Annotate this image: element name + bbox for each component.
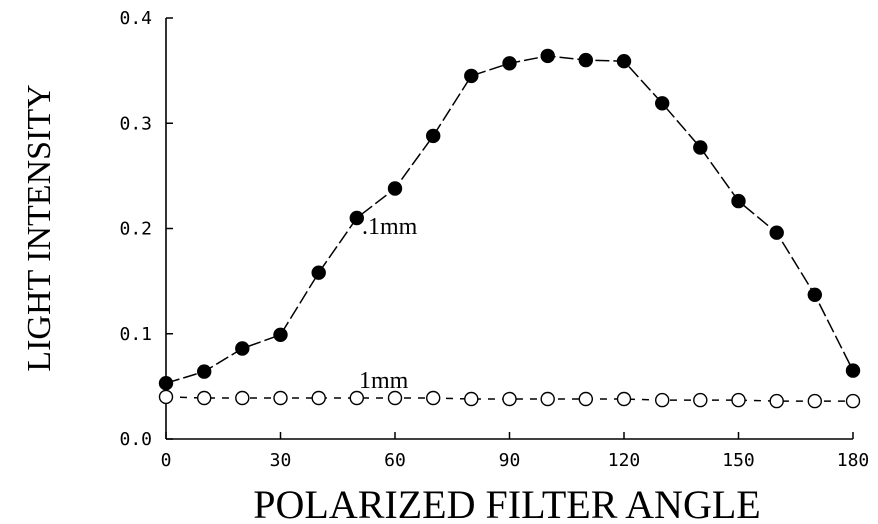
data-point xyxy=(502,56,517,71)
data-point xyxy=(693,140,708,155)
data-point xyxy=(807,287,822,302)
data-point xyxy=(769,225,784,240)
data-point xyxy=(540,48,555,64)
y-tick-label: 0.3 xyxy=(119,113,152,134)
data-point xyxy=(731,392,746,408)
data-point xyxy=(158,389,174,405)
data-point xyxy=(311,390,326,406)
x-tick-label: 60 xyxy=(384,450,406,471)
data-point xyxy=(311,265,326,280)
series-label-point1mm: .1mm xyxy=(362,214,418,240)
data-point xyxy=(273,327,288,342)
x-axis-title: POLARIZED FILTER ANGLE xyxy=(253,482,760,524)
data-point xyxy=(158,376,174,391)
series-line xyxy=(165,55,854,384)
data-point xyxy=(464,68,479,84)
data-point xyxy=(616,54,632,69)
data-point xyxy=(349,390,364,406)
x-tick-label: 0 xyxy=(161,450,172,471)
data-point xyxy=(464,391,479,407)
y-tick-label: 0.2 xyxy=(119,219,152,240)
series-1 xyxy=(158,389,861,409)
data-point xyxy=(349,210,364,226)
data-point xyxy=(769,393,784,409)
series-layer xyxy=(158,48,861,409)
x-tick-label: 120 xyxy=(608,450,641,471)
y-tick-label: 0.0 xyxy=(119,429,152,450)
data-point xyxy=(426,128,441,144)
data-point xyxy=(196,364,212,379)
data-point xyxy=(807,393,822,409)
data-point xyxy=(845,393,861,409)
y-axis-title: LIGHT INTENSITY xyxy=(21,84,58,371)
y-axis-ticks: 0.0 0.1 0.2 0.3 0.4 xyxy=(119,8,173,450)
data-point xyxy=(273,390,288,406)
data-point xyxy=(235,341,250,356)
data-point xyxy=(540,391,555,407)
data-point xyxy=(693,392,708,408)
series-0 xyxy=(158,48,861,391)
data-point xyxy=(655,392,670,408)
x-tick-label: 150 xyxy=(722,450,755,471)
axes xyxy=(165,18,853,440)
data-point xyxy=(845,363,861,378)
x-tick-label: 30 xyxy=(270,450,292,471)
x-tick-label: 90 xyxy=(499,450,521,471)
data-point xyxy=(578,52,593,68)
data-point xyxy=(426,390,441,406)
data-point xyxy=(502,391,517,407)
y-tick-label: 0.1 xyxy=(119,324,152,345)
x-axis-ticks: 0 30 60 90 120 150 180 xyxy=(161,432,870,471)
data-point xyxy=(196,390,212,406)
data-point xyxy=(387,181,403,196)
data-point xyxy=(616,391,632,407)
x-tick-label: 180 xyxy=(837,450,870,471)
data-point xyxy=(235,390,250,406)
series-label-1mm: 1mm xyxy=(359,368,409,394)
data-point xyxy=(578,391,593,407)
data-point xyxy=(731,193,746,209)
data-point xyxy=(387,390,403,406)
y-tick-label: 0.4 xyxy=(119,8,152,29)
data-point xyxy=(655,96,670,111)
